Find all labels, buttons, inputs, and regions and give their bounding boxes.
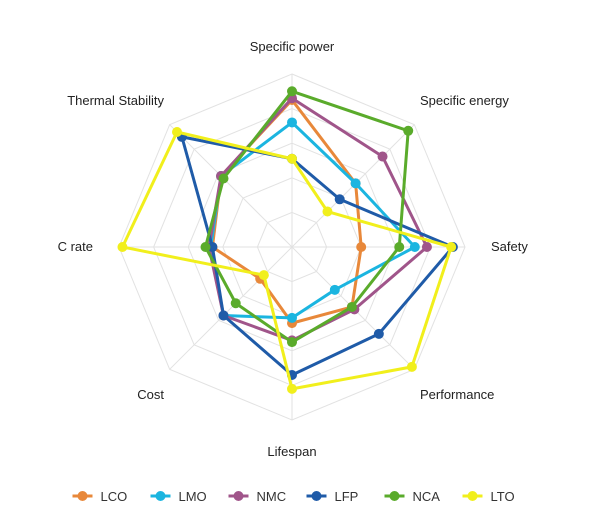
point-lto-3 bbox=[406, 361, 417, 372]
point-nca-0 bbox=[287, 86, 297, 97]
point-lmo-3 bbox=[329, 284, 340, 295]
legend-marker-lmo bbox=[155, 491, 166, 501]
point-lto-1 bbox=[322, 206, 333, 217]
point-lfp-3 bbox=[373, 328, 384, 339]
legend-marker-nmc bbox=[233, 491, 244, 501]
axis-label-7: Thermal Stability bbox=[67, 93, 164, 108]
point-lmo-2 bbox=[409, 242, 420, 252]
axis-label-0: Specific power bbox=[250, 39, 335, 54]
point-lfp-1 bbox=[334, 194, 345, 205]
legend-item-lmo[interactable]: LMO bbox=[150, 489, 207, 504]
axis-labels: Specific power Specific energy Safety Perfo… bbox=[58, 39, 529, 459]
legend-marker-lfp bbox=[311, 491, 322, 501]
axis-label-5: Cost bbox=[137, 387, 164, 402]
point-lto-6 bbox=[117, 242, 128, 252]
legend-item-nmc[interactable]: NMC bbox=[228, 489, 287, 504]
point-lto-0 bbox=[287, 153, 297, 164]
point-lto-7 bbox=[172, 127, 183, 138]
point-nmc-2 bbox=[421, 242, 432, 252]
axis-label-1: Specific energy bbox=[420, 93, 509, 108]
point-nca-4 bbox=[287, 337, 297, 348]
point-lfp-5 bbox=[218, 310, 229, 321]
point-lmo-0 bbox=[287, 117, 297, 128]
point-nca-2 bbox=[394, 242, 405, 252]
point-lto-4 bbox=[287, 383, 297, 394]
legend-item-lfp[interactable]: LFP bbox=[306, 489, 359, 504]
point-nca-7 bbox=[218, 173, 229, 184]
series-line-lto bbox=[120, 130, 453, 391]
legend-label-nca: NCA bbox=[413, 489, 441, 504]
legend-marker-lco bbox=[77, 491, 88, 501]
axis-label-4: Lifespan bbox=[267, 444, 316, 459]
point-nmc-1 bbox=[377, 151, 388, 162]
legend-item-lto[interactable]: LTO bbox=[462, 489, 515, 504]
point-lfp-6 bbox=[207, 242, 218, 252]
point-nca-6 bbox=[200, 242, 211, 252]
legend-label-nmc: NMC bbox=[257, 489, 287, 504]
series-lto bbox=[117, 127, 457, 394]
radar-series bbox=[117, 86, 458, 394]
point-lco-2 bbox=[356, 242, 367, 252]
legend-item-lco[interactable]: LCO bbox=[72, 489, 128, 504]
series-nca bbox=[200, 86, 414, 348]
point-lmo-1 bbox=[350, 178, 361, 189]
legend-label-lto: LTO bbox=[491, 489, 515, 504]
point-nca-1 bbox=[403, 125, 414, 136]
spoke-7 bbox=[169, 124, 293, 248]
legend-item-nca[interactable]: NCA bbox=[384, 489, 441, 504]
legend: LCO LMO NMC LFP NCA LTO bbox=[72, 489, 515, 504]
legend-marker-lto bbox=[467, 491, 478, 501]
legend-label-lmo: LMO bbox=[179, 489, 207, 504]
point-nca-5 bbox=[230, 298, 241, 309]
axis-label-2: Safety bbox=[491, 239, 528, 254]
point-nca-3 bbox=[346, 301, 357, 312]
spoke-5 bbox=[169, 246, 293, 370]
axis-label-6: C rate bbox=[58, 239, 93, 254]
legend-marker-nca bbox=[389, 491, 400, 501]
point-lto-5 bbox=[258, 270, 269, 281]
legend-label-lfp: LFP bbox=[335, 489, 359, 504]
legend-label-lco: LCO bbox=[101, 489, 128, 504]
point-lmo-4 bbox=[287, 312, 297, 323]
point-lto-2 bbox=[446, 242, 457, 252]
axis-label-3: Performance bbox=[420, 387, 494, 402]
